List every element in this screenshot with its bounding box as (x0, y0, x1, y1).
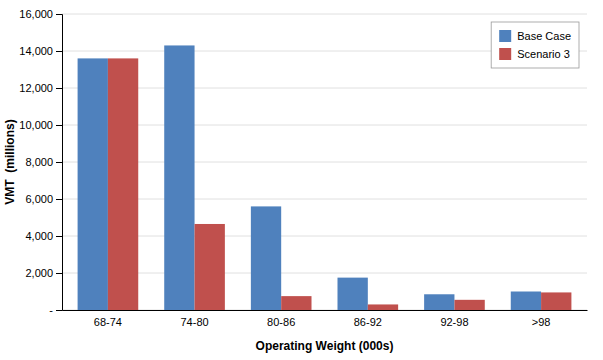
legend-label: Scenario 3 (517, 48, 570, 60)
y-tick-label: 14,000 (19, 45, 53, 57)
bar-series (108, 58, 571, 310)
grid-line (62, 310, 587, 311)
bar (337, 278, 367, 310)
y-tick-label: 10,000 (19, 119, 53, 131)
grid-line (62, 88, 587, 89)
bar (368, 304, 398, 310)
bar-series (78, 45, 541, 310)
y-axis-title: VMT (millions) (3, 119, 17, 204)
y-tick: 16,000 (19, 8, 62, 20)
x-axis-title: Operating Weight (000s) (256, 339, 394, 353)
plot: 68-74 74-80 80-86 86-92 92-98 >98 - 2,000 4,000 6… (19, 8, 587, 328)
x-axis-line (63, 310, 588, 311)
x-tick: 80-86 (267, 316, 295, 328)
x-tick-label: 92-98 (440, 316, 468, 328)
y-tick-label: 8,000 (25, 156, 53, 168)
bar (511, 292, 541, 311)
legend-label: Base Case (517, 30, 571, 42)
legend-item: Base Case (499, 30, 571, 42)
legend-swatch (499, 30, 511, 42)
grid-line (62, 162, 587, 163)
y-tick-mark (56, 273, 62, 274)
y-tick: 14,000 (19, 45, 62, 57)
bar (78, 58, 108, 310)
bar (541, 292, 571, 310)
y-tick: 12,000 (19, 82, 62, 94)
grid-line (62, 273, 587, 274)
bar (108, 58, 138, 310)
x-tick-label: 80-86 (267, 316, 295, 328)
y-tick: 6,000 (25, 193, 62, 205)
y-tick-mark (56, 199, 62, 200)
y-axis-line (56, 15, 63, 311)
x-axis: 68-74 74-80 80-86 86-92 92-98 >98 (63, 311, 588, 328)
y-tick: - (49, 304, 62, 316)
y-tick: 2,000 (25, 267, 62, 279)
bar (195, 224, 225, 310)
grid (62, 14, 587, 310)
y-tick-label: - (49, 304, 53, 316)
bar (454, 300, 484, 310)
x-tick-label: 74-80 (180, 316, 208, 328)
y-tick-mark (56, 14, 62, 15)
bars (78, 45, 572, 310)
y-tick-label: 16,000 (19, 8, 53, 20)
legend-item: Scenario 3 (499, 48, 570, 60)
grid-line (62, 125, 587, 126)
y-axis: - 2,000 4,000 6,000 8,000 10,000 12,000 14,000 1… (19, 8, 62, 316)
grid-line (62, 236, 587, 237)
y-tick-mark (56, 310, 62, 311)
bar (281, 296, 311, 310)
y-tick-mark (56, 162, 62, 163)
y-tick: 10,000 (19, 119, 62, 131)
chart: 68-74 74-80 80-86 86-92 92-98 >98 - 2,000 4,000 6… (0, 0, 603, 360)
legend: Base Case Scenario 3 (491, 22, 579, 68)
grid-line (62, 199, 587, 200)
x-tick: 86-92 (354, 316, 382, 328)
x-tick: 74-80 (180, 316, 208, 328)
bar (424, 294, 454, 310)
y-tick-label: 4,000 (25, 230, 53, 242)
y-tick-label: 12,000 (19, 82, 53, 94)
y-tick-label: 2,000 (25, 267, 53, 279)
legend-frame (491, 22, 579, 68)
x-tick-label: 68-74 (94, 316, 122, 328)
y-tick-mark (56, 51, 62, 52)
x-tick: >98 (532, 316, 551, 328)
bar (251, 206, 281, 310)
y-tick: 8,000 (25, 156, 62, 168)
y-tick-mark (56, 125, 62, 126)
x-tick: 68-74 (94, 316, 122, 328)
y-tick-mark (56, 88, 62, 89)
y-tick: 4,000 (25, 230, 62, 242)
y-tick-mark (56, 236, 62, 237)
grid-line (62, 14, 587, 15)
y-tick-label: 6,000 (25, 193, 53, 205)
legend-swatch (499, 48, 511, 60)
bar (164, 45, 194, 310)
x-tick: 92-98 (440, 316, 468, 328)
x-tick-label: >98 (532, 316, 551, 328)
x-tick-label: 86-92 (354, 316, 382, 328)
